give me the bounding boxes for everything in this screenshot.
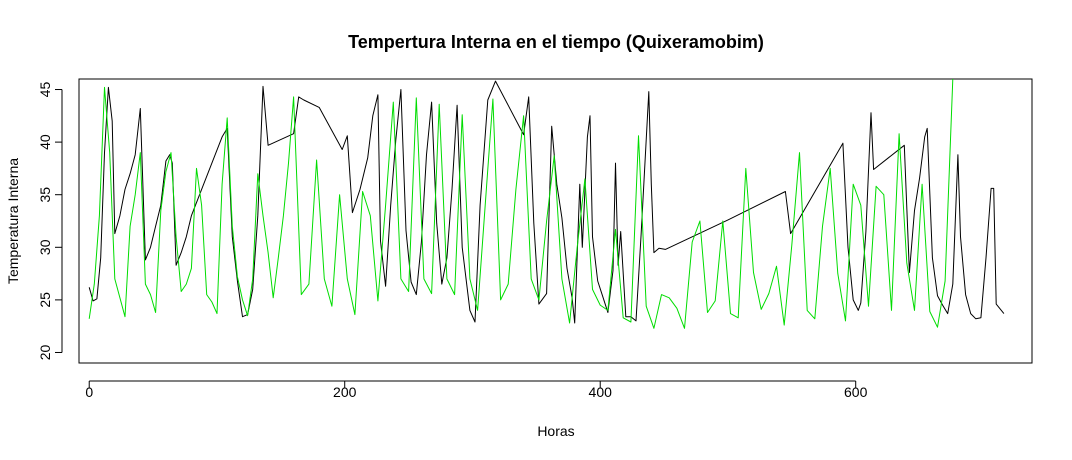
- x-axis-label: Horas: [537, 423, 574, 439]
- y-tick-label: 25: [37, 292, 53, 308]
- x-tick-label: 200: [333, 384, 357, 400]
- x-tick-label: 400: [589, 384, 613, 400]
- chart-title: Tempertura Interna en el tiempo (Quixera…: [348, 32, 764, 52]
- series-line-1: [88, 80, 1005, 324]
- y-axis: 20 25 30 35 40 45: [37, 82, 63, 360]
- y-tick-label: 20: [37, 344, 53, 360]
- y-tick-label: 40: [37, 134, 53, 150]
- y-tick-label: 35: [37, 187, 53, 203]
- series-line-2: [88, 79, 954, 329]
- y-tick-label: 30: [37, 239, 53, 255]
- x-axis: 0 200 400 600: [85, 380, 868, 400]
- series-group: [88, 79, 1005, 329]
- plot-area: [88, 79, 1005, 329]
- x-tick-label: 0: [85, 384, 93, 400]
- y-axis-label: Temperatura Interna: [5, 158, 21, 284]
- x-tick-label: 600: [844, 384, 868, 400]
- y-tick-label: 45: [37, 82, 53, 98]
- plot-frame: [78, 78, 1033, 364]
